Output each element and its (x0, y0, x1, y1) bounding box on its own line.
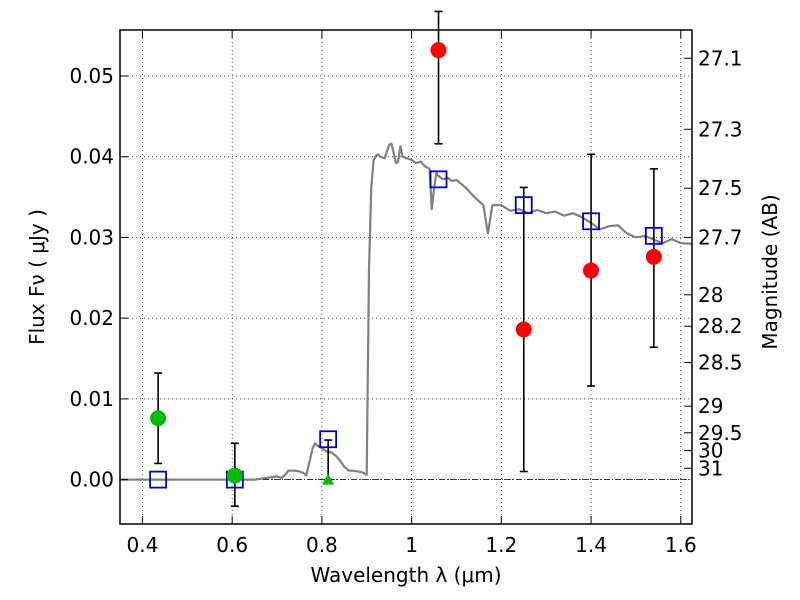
x-tick-label: 1.6 (665, 533, 697, 557)
red-data-point (583, 262, 600, 279)
y-tick-label: 0.05 (69, 64, 114, 88)
x-tick-label: 1 (405, 533, 418, 557)
model-flux-square (319, 430, 338, 449)
green-data-point (226, 467, 243, 484)
ticks: 0.4 0.6 0.8 1 1.2 1.4 1.6 0.00 0.01 0.02 0.03 0.04 0… (69, 30, 743, 557)
model-flux-square (514, 196, 533, 215)
plot-frame (119, 29, 693, 525)
x-axis-label: Wavelength λ (μm) (310, 563, 501, 587)
model-flux-square (582, 212, 600, 231)
green-data-point (150, 410, 167, 427)
x-tick-label: 0.8 (306, 533, 338, 557)
x-tick-label: 1.4 (575, 533, 607, 557)
y2-tick-label: 27.3 (698, 117, 743, 141)
y2-axis-label: Magnitude (AB) (758, 194, 782, 349)
y-tick-label: 0.01 (69, 387, 114, 411)
y2-tick-label: 28.5 (698, 351, 743, 375)
model-flux-square (429, 170, 448, 189)
model-flux-square (149, 470, 168, 489)
x-tick-label: 1.2 (485, 533, 517, 557)
y2-tick-label: 30 (698, 439, 723, 463)
x-tick-label: 0.6 (216, 533, 248, 557)
plot-area (120, 10, 693, 508)
y2-tick-label: 27.1 (698, 46, 743, 70)
model-spectrum-line (120, 142, 693, 481)
grid (120, 30, 692, 524)
red-data-point (645, 248, 662, 265)
y-tick-label: 0.02 (69, 306, 114, 330)
y2-tick-label: 27.7 (698, 225, 743, 249)
y2-tick-label: 27.5 (698, 176, 743, 200)
y2-tick-label: 28 (698, 283, 723, 307)
y2-tick-label: 29 (698, 394, 723, 418)
y2-tick-label: 31 (698, 456, 723, 480)
y2-tick-label: 29.5 (698, 421, 743, 445)
red-data-point (515, 321, 532, 338)
y2-tick-label: 28.2 (698, 314, 743, 338)
model-flux-square (644, 226, 663, 245)
y-tick-label: 0.03 (69, 225, 114, 249)
red-data-point (430, 42, 447, 59)
y-tick-label: 0.00 (69, 468, 114, 492)
y-axis-label: Flux Fν ( μJy ) (25, 209, 49, 345)
green-triangle-point (322, 473, 335, 485)
y-tick-label: 0.04 (69, 145, 114, 169)
x-tick-label: 0.4 (127, 533, 159, 557)
